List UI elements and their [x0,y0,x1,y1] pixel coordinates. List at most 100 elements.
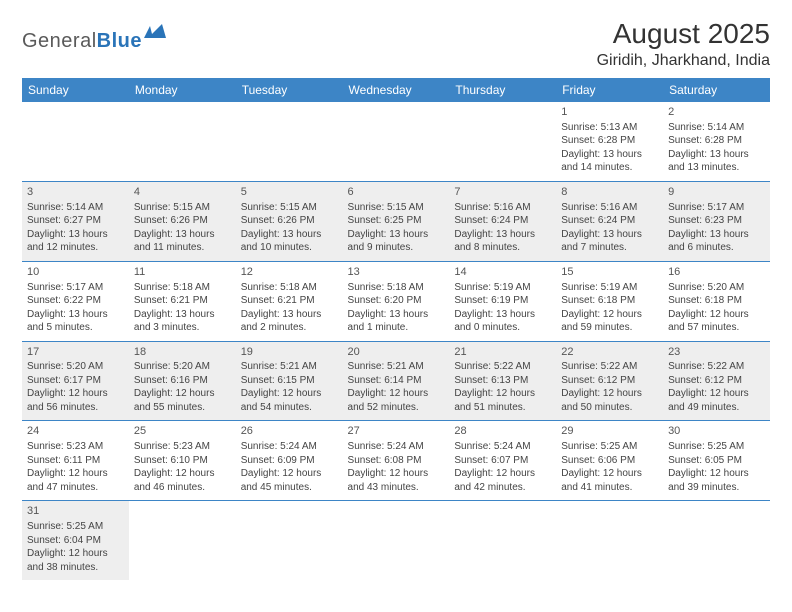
day-detail-sr: Sunrise: 5:20 AM [668,281,765,295]
day-detail-d1: Daylight: 13 hours [668,228,765,242]
calendar-day-cell: 14Sunrise: 5:19 AMSunset: 6:19 PMDayligh… [449,261,556,341]
day-detail-d2: and 13 minutes. [668,161,765,175]
day-detail-d2: and 38 minutes. [27,561,124,575]
day-detail-d1: Daylight: 13 hours [454,308,551,322]
calendar-day-cell: 13Sunrise: 5:18 AMSunset: 6:20 PMDayligh… [343,261,450,341]
day-detail-d2: and 14 minutes. [561,161,658,175]
day-detail-sr: Sunrise: 5:22 AM [668,360,765,374]
day-number: 24 [27,424,124,439]
day-detail-sr: Sunrise: 5:15 AM [134,201,231,215]
day-detail-d1: Daylight: 12 hours [561,387,658,401]
day-number: 8 [561,185,658,200]
day-number: 30 [668,424,765,439]
day-detail-d1: Daylight: 12 hours [27,387,124,401]
day-detail-d1: Daylight: 12 hours [27,547,124,561]
day-number: 21 [454,345,551,360]
day-number: 23 [668,345,765,360]
day-header: Saturday [663,78,770,102]
day-detail-sr: Sunrise: 5:25 AM [561,440,658,454]
day-detail-d1: Daylight: 13 hours [348,308,445,322]
day-detail-d2: and 43 minutes. [348,481,445,495]
day-detail-d2: and 42 minutes. [454,481,551,495]
day-header: Wednesday [343,78,450,102]
day-detail-d2: and 6 minutes. [668,241,765,255]
logo-text-gray: General [22,30,97,53]
day-detail-d1: Daylight: 12 hours [454,387,551,401]
day-detail-d2: and 39 minutes. [668,481,765,495]
day-detail-d1: Daylight: 13 hours [561,148,658,162]
day-detail-sr: Sunrise: 5:21 AM [348,360,445,374]
day-detail-ss: Sunset: 6:24 PM [561,214,658,228]
day-detail-ss: Sunset: 6:25 PM [348,214,445,228]
day-detail-ss: Sunset: 6:17 PM [27,374,124,388]
day-detail-sr: Sunrise: 5:23 AM [27,440,124,454]
calendar-day-cell: 31Sunrise: 5:25 AMSunset: 6:04 PMDayligh… [22,501,129,580]
day-number: 11 [134,265,231,280]
calendar-day-cell: 12Sunrise: 5:18 AMSunset: 6:21 PMDayligh… [236,261,343,341]
day-detail-ss: Sunset: 6:18 PM [668,294,765,308]
day-number: 22 [561,345,658,360]
day-detail-ss: Sunset: 6:23 PM [668,214,765,228]
day-detail-d1: Daylight: 12 hours [668,308,765,322]
calendar-day-cell: 17Sunrise: 5:20 AMSunset: 6:17 PMDayligh… [22,341,129,421]
day-detail-ss: Sunset: 6:22 PM [27,294,124,308]
day-detail-d1: Daylight: 12 hours [668,387,765,401]
day-detail-d2: and 11 minutes. [134,241,231,255]
day-detail-d1: Daylight: 13 hours [454,228,551,242]
day-number: 13 [348,265,445,280]
day-number: 17 [27,345,124,360]
calendar-day-cell [556,501,663,580]
day-detail-sr: Sunrise: 5:15 AM [348,201,445,215]
calendar-day-cell [343,102,450,181]
day-header: Friday [556,78,663,102]
day-number: 14 [454,265,551,280]
calendar-day-cell: 4Sunrise: 5:15 AMSunset: 6:26 PMDaylight… [129,181,236,261]
day-detail-d1: Daylight: 13 hours [561,228,658,242]
day-number: 16 [668,265,765,280]
day-number: 18 [134,345,231,360]
calendar-week-row: 3Sunrise: 5:14 AMSunset: 6:27 PMDaylight… [22,181,770,261]
location: Giridih, Jharkhand, India [597,52,770,70]
calendar-day-cell [22,102,129,181]
calendar-day-cell: 24Sunrise: 5:23 AMSunset: 6:11 PMDayligh… [22,421,129,501]
calendar-day-cell: 29Sunrise: 5:25 AMSunset: 6:06 PMDayligh… [556,421,663,501]
title-block: August 2025 Giridih, Jharkhand, India [597,18,770,70]
day-detail-d2: and 51 minutes. [454,401,551,415]
day-detail-sr: Sunrise: 5:13 AM [561,121,658,135]
day-detail-ss: Sunset: 6:12 PM [668,374,765,388]
day-number: 12 [241,265,338,280]
day-detail-ss: Sunset: 6:05 PM [668,454,765,468]
day-detail-sr: Sunrise: 5:24 AM [348,440,445,454]
day-detail-ss: Sunset: 6:26 PM [134,214,231,228]
calendar-week-row: 17Sunrise: 5:20 AMSunset: 6:17 PMDayligh… [22,341,770,421]
day-detail-sr: Sunrise: 5:22 AM [454,360,551,374]
logo-text-blue: Blue [97,30,142,53]
calendar-day-cell [129,501,236,580]
day-header: Tuesday [236,78,343,102]
day-detail-d2: and 3 minutes. [134,321,231,335]
day-detail-d1: Daylight: 12 hours [134,467,231,481]
day-detail-d1: Daylight: 12 hours [348,387,445,401]
day-number: 29 [561,424,658,439]
day-detail-d2: and 12 minutes. [27,241,124,255]
day-detail-sr: Sunrise: 5:14 AM [27,201,124,215]
calendar-week-row: 10Sunrise: 5:17 AMSunset: 6:22 PMDayligh… [22,261,770,341]
day-number: 31 [27,504,124,519]
day-detail-d1: Daylight: 13 hours [134,228,231,242]
calendar-day-cell [343,501,450,580]
day-detail-sr: Sunrise: 5:24 AM [241,440,338,454]
day-detail-sr: Sunrise: 5:18 AM [134,281,231,295]
day-detail-d2: and 2 minutes. [241,321,338,335]
day-detail-ss: Sunset: 6:16 PM [134,374,231,388]
day-detail-d1: Daylight: 12 hours [241,467,338,481]
calendar-day-cell: 22Sunrise: 5:22 AMSunset: 6:12 PMDayligh… [556,341,663,421]
day-number: 27 [348,424,445,439]
day-detail-d1: Daylight: 13 hours [134,308,231,322]
day-detail-d1: Daylight: 12 hours [561,308,658,322]
calendar-day-cell: 15Sunrise: 5:19 AMSunset: 6:18 PMDayligh… [556,261,663,341]
day-detail-d2: and 7 minutes. [561,241,658,255]
day-detail-d2: and 59 minutes. [561,321,658,335]
calendar-day-cell: 18Sunrise: 5:20 AMSunset: 6:16 PMDayligh… [129,341,236,421]
day-detail-sr: Sunrise: 5:21 AM [241,360,338,374]
day-detail-ss: Sunset: 6:04 PM [27,534,124,548]
